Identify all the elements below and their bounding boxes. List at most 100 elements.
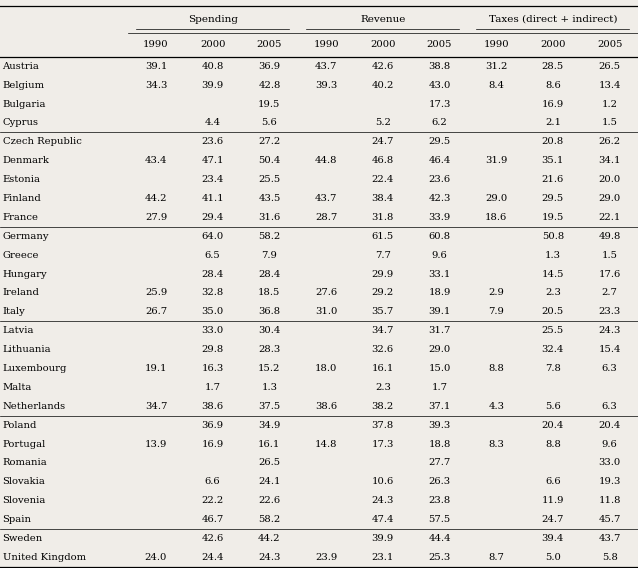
Text: 33.0: 33.0 xyxy=(598,458,621,467)
Text: Revenue: Revenue xyxy=(360,15,406,24)
Text: 15.0: 15.0 xyxy=(428,364,450,373)
Text: 22.6: 22.6 xyxy=(258,496,281,506)
Text: 20.0: 20.0 xyxy=(598,175,621,184)
Text: 4.3: 4.3 xyxy=(488,402,504,411)
Text: 26.5: 26.5 xyxy=(598,62,621,71)
Text: 26.7: 26.7 xyxy=(145,307,167,316)
Text: Slovakia: Slovakia xyxy=(3,477,45,486)
Text: 30.4: 30.4 xyxy=(258,326,281,335)
Text: 32.8: 32.8 xyxy=(202,289,224,298)
Text: Portugal: Portugal xyxy=(3,440,46,449)
Text: 29.0: 29.0 xyxy=(428,345,450,354)
Text: 24.3: 24.3 xyxy=(598,326,621,335)
Text: 13.9: 13.9 xyxy=(145,440,167,449)
Text: 23.9: 23.9 xyxy=(315,553,338,562)
Text: 15.2: 15.2 xyxy=(258,364,281,373)
Text: 19.5: 19.5 xyxy=(258,99,281,108)
Text: 42.3: 42.3 xyxy=(428,194,450,203)
Text: 34.9: 34.9 xyxy=(258,421,281,429)
Text: 24.7: 24.7 xyxy=(371,137,394,147)
Text: 5.8: 5.8 xyxy=(602,553,618,562)
Text: Austria: Austria xyxy=(3,62,40,71)
Text: 2005: 2005 xyxy=(597,40,623,49)
Text: 34.7: 34.7 xyxy=(371,326,394,335)
Text: 20.4: 20.4 xyxy=(542,421,564,429)
Text: 29.2: 29.2 xyxy=(372,289,394,298)
Text: 44.4: 44.4 xyxy=(428,534,451,543)
Text: 17.6: 17.6 xyxy=(598,270,621,278)
Text: 57.5: 57.5 xyxy=(428,515,450,524)
Text: Italy: Italy xyxy=(3,307,26,316)
Text: 33.0: 33.0 xyxy=(202,326,224,335)
Text: 7.9: 7.9 xyxy=(262,250,278,260)
Text: 1.2: 1.2 xyxy=(602,99,618,108)
Text: Luxembourg: Luxembourg xyxy=(3,364,67,373)
Text: 43.7: 43.7 xyxy=(315,194,338,203)
Text: 45.7: 45.7 xyxy=(598,515,621,524)
Text: 4.4: 4.4 xyxy=(205,118,221,127)
Text: 43.7: 43.7 xyxy=(598,534,621,543)
Text: 1.5: 1.5 xyxy=(602,118,618,127)
Text: 8.8: 8.8 xyxy=(545,440,561,449)
Text: 6.5: 6.5 xyxy=(205,250,221,260)
Text: 29.0: 29.0 xyxy=(485,194,507,203)
Text: 42.6: 42.6 xyxy=(372,62,394,71)
Text: 25.9: 25.9 xyxy=(145,289,167,298)
Text: 58.2: 58.2 xyxy=(258,515,281,524)
Text: 23.6: 23.6 xyxy=(202,137,224,147)
Text: 34.3: 34.3 xyxy=(145,81,167,90)
Text: 39.3: 39.3 xyxy=(428,421,450,429)
Text: 26.5: 26.5 xyxy=(258,458,281,467)
Text: 16.9: 16.9 xyxy=(542,99,564,108)
Text: 5.2: 5.2 xyxy=(375,118,390,127)
Text: 44.8: 44.8 xyxy=(315,156,338,165)
Text: 43.7: 43.7 xyxy=(315,62,338,71)
Text: 39.4: 39.4 xyxy=(542,534,564,543)
Text: 24.7: 24.7 xyxy=(542,515,564,524)
Text: 19.1: 19.1 xyxy=(145,364,167,373)
Text: Hungary: Hungary xyxy=(3,270,47,278)
Text: 2005: 2005 xyxy=(427,40,452,49)
Text: 5.0: 5.0 xyxy=(545,553,561,562)
Text: 28.7: 28.7 xyxy=(315,213,338,222)
Text: 35.7: 35.7 xyxy=(372,307,394,316)
Text: 24.3: 24.3 xyxy=(371,496,394,506)
Text: 39.1: 39.1 xyxy=(428,307,450,316)
Text: 37.5: 37.5 xyxy=(258,402,281,411)
Text: Germany: Germany xyxy=(3,232,49,241)
Text: Poland: Poland xyxy=(3,421,37,429)
Text: 9.6: 9.6 xyxy=(432,250,447,260)
Text: 11.8: 11.8 xyxy=(598,496,621,506)
Text: 13.4: 13.4 xyxy=(598,81,621,90)
Text: 16.1: 16.1 xyxy=(371,364,394,373)
Text: 24.4: 24.4 xyxy=(202,553,224,562)
Text: 16.1: 16.1 xyxy=(258,440,281,449)
Text: 33.9: 33.9 xyxy=(428,213,450,222)
Text: 7.9: 7.9 xyxy=(488,307,504,316)
Text: 34.7: 34.7 xyxy=(145,402,167,411)
Text: 58.2: 58.2 xyxy=(258,232,281,241)
Text: 1.7: 1.7 xyxy=(205,383,221,392)
Text: 10.6: 10.6 xyxy=(372,477,394,486)
Text: 9.6: 9.6 xyxy=(602,440,618,449)
Text: 22.2: 22.2 xyxy=(202,496,224,506)
Text: 43.5: 43.5 xyxy=(258,194,281,203)
Text: 39.9: 39.9 xyxy=(372,534,394,543)
Text: 8.3: 8.3 xyxy=(488,440,504,449)
Text: 41.1: 41.1 xyxy=(202,194,224,203)
Text: Netherlands: Netherlands xyxy=(3,402,66,411)
Text: 42.6: 42.6 xyxy=(202,534,224,543)
Text: 18.8: 18.8 xyxy=(428,440,450,449)
Text: 18.9: 18.9 xyxy=(428,289,450,298)
Text: 16.9: 16.9 xyxy=(202,440,224,449)
Text: 44.2: 44.2 xyxy=(258,534,281,543)
Text: 6.6: 6.6 xyxy=(545,477,561,486)
Text: 17.3: 17.3 xyxy=(428,99,450,108)
Text: 2.9: 2.9 xyxy=(488,289,504,298)
Text: 20.5: 20.5 xyxy=(542,307,564,316)
Text: 1.3: 1.3 xyxy=(262,383,278,392)
Text: 17.3: 17.3 xyxy=(371,440,394,449)
Text: 29.5: 29.5 xyxy=(428,137,450,147)
Text: Sweden: Sweden xyxy=(3,534,43,543)
Text: 20.4: 20.4 xyxy=(598,421,621,429)
